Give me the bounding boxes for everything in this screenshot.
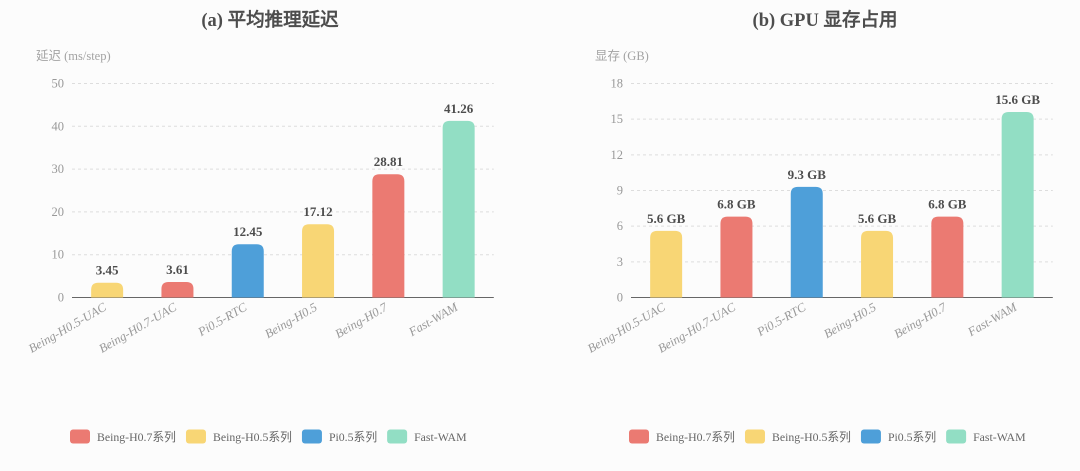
svg-text:40: 40 [52,119,65,133]
svg-text:5.6 GB: 5.6 GB [647,211,686,226]
svg-text:12: 12 [611,148,624,162]
svg-text:17.12: 17.12 [303,204,332,219]
svg-text:Being-H0.7: Being-H0.7 [892,300,950,341]
svg-text:Being-H0.7-UAC: Being-H0.7-UAC [655,300,738,356]
svg-text:28.81: 28.81 [374,154,403,169]
svg-text:6.8 GB: 6.8 GB [717,197,756,212]
svg-text:Being-H0.5: Being-H0.5 [821,300,878,341]
svg-text:Being-H0.5-UAC: Being-H0.5-UAC [26,300,109,356]
svg-text:20: 20 [52,205,65,219]
svg-text:0: 0 [58,291,64,305]
svg-text:Being-H0.7系列: Being-H0.7系列 [97,430,176,444]
svg-text:6: 6 [617,219,623,233]
svg-text:Fast-WAM: Fast-WAM [406,300,461,340]
svg-text:Being-H0.5系列: Being-H0.5系列 [772,430,851,444]
svg-text:41.26: 41.26 [444,101,474,116]
svg-text:6.8 GB: 6.8 GB [928,197,967,212]
svg-text:50: 50 [52,77,65,91]
svg-text:3.45: 3.45 [96,263,119,278]
svg-text:0: 0 [617,291,623,305]
svg-text:延迟 (ms/step): 延迟 (ms/step) [36,49,111,63]
svg-text:(b) GPU 显存占用: (b) GPU 显存占用 [753,9,898,31]
svg-text:Being-H0.7: Being-H0.7 [333,300,391,341]
svg-text:Pi0.5-RTC: Pi0.5-RTC [754,300,809,340]
svg-text:Pi0.5系列: Pi0.5系列 [888,430,936,444]
svg-text:18: 18 [611,77,624,91]
svg-text:Being-H0.5: Being-H0.5 [262,300,319,341]
svg-text:Being-H0.5-UAC: Being-H0.5-UAC [585,300,668,356]
svg-text:15: 15 [611,112,624,126]
svg-text:9.3 GB: 9.3 GB [788,167,827,182]
svg-text:Fast-WAM: Fast-WAM [414,430,467,444]
svg-text:5.6 GB: 5.6 GB [858,211,897,226]
svg-text:Fast-WAM: Fast-WAM [973,430,1026,444]
svg-text:Being-H0.5系列: Being-H0.5系列 [213,430,292,444]
svg-text:Being-H0.7系列: Being-H0.7系列 [656,430,735,444]
svg-text:显存 (GB): 显存 (GB) [595,49,649,63]
svg-text:(a) 平均推理延迟: (a) 平均推理延迟 [201,9,339,31]
svg-text:3: 3 [617,255,623,269]
svg-text:Being-H0.7-UAC: Being-H0.7-UAC [96,300,179,356]
svg-text:12.45: 12.45 [233,224,263,239]
svg-text:Fast-WAM: Fast-WAM [965,300,1020,340]
svg-text:3.61: 3.61 [166,262,189,277]
svg-text:Pi0.5系列: Pi0.5系列 [329,430,377,444]
svg-text:9: 9 [617,184,623,198]
svg-text:15.6 GB: 15.6 GB [995,92,1040,107]
svg-text:Pi0.5-RTC: Pi0.5-RTC [195,300,250,340]
svg-text:30: 30 [52,162,65,176]
svg-text:10: 10 [52,248,65,262]
